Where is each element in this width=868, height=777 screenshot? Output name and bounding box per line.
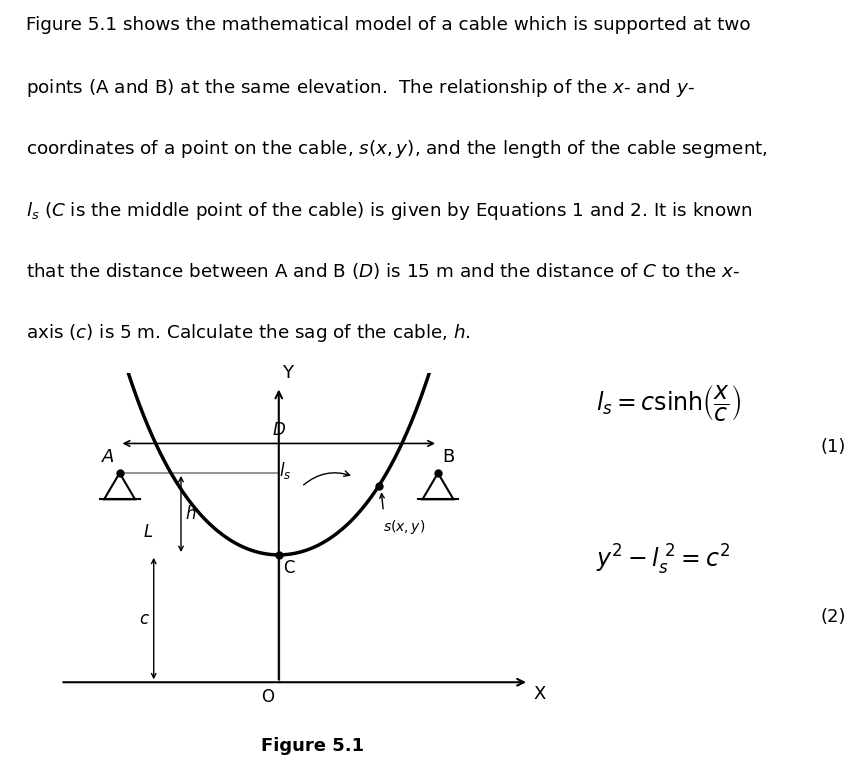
Text: $y^2 - l_s^{\;2} = c^2$: $y^2 - l_s^{\;2} = c^2$: [596, 542, 730, 577]
Text: O: O: [261, 688, 274, 706]
Text: C: C: [283, 559, 295, 577]
Text: $l_s = c \sinh \!\left(\dfrac{x}{c}\right)$: $l_s = c \sinh \!\left(\dfrac{x}{c}\righ…: [596, 383, 741, 423]
Text: h: h: [186, 505, 196, 523]
Text: that the distance between A and B ($D$) is 15 m and the distance of $C$ to the $: that the distance between A and B ($D$) …: [26, 261, 740, 281]
Text: Figure 5.1: Figure 5.1: [261, 737, 364, 755]
Text: Figure 5.1 shows the mathematical model of a cable which is supported at two: Figure 5.1 shows the mathematical model …: [26, 16, 751, 33]
Text: L: L: [143, 523, 153, 541]
Text: coordinates of a point on the cable, $s(x, y)$, and the length of the cable segm: coordinates of a point on the cable, $s(…: [26, 138, 768, 160]
Text: B: B: [443, 448, 455, 466]
Text: (1): (1): [821, 438, 846, 456]
Text: Y: Y: [282, 364, 293, 382]
Text: D: D: [273, 421, 286, 439]
Text: $l_s$: $l_s$: [279, 460, 292, 481]
Text: axis ($c$) is 5 m. Calculate the sag of the cable, $h$.: axis ($c$) is 5 m. Calculate the sag of …: [26, 322, 470, 344]
Text: $s(x, y)$: $s(x, y)$: [384, 517, 426, 535]
Text: points (A and B) at the same elevation.  The relationship of the $x$- and $y$-: points (A and B) at the same elevation. …: [26, 77, 695, 99]
Text: c: c: [139, 610, 148, 628]
Text: A: A: [102, 448, 114, 466]
Text: X: X: [534, 685, 546, 702]
Text: $l_s$ ($C$ is the middle point of the cable) is given by Equations 1 and 2. It i: $l_s$ ($C$ is the middle point of the ca…: [26, 200, 753, 221]
Text: (2): (2): [821, 608, 846, 626]
